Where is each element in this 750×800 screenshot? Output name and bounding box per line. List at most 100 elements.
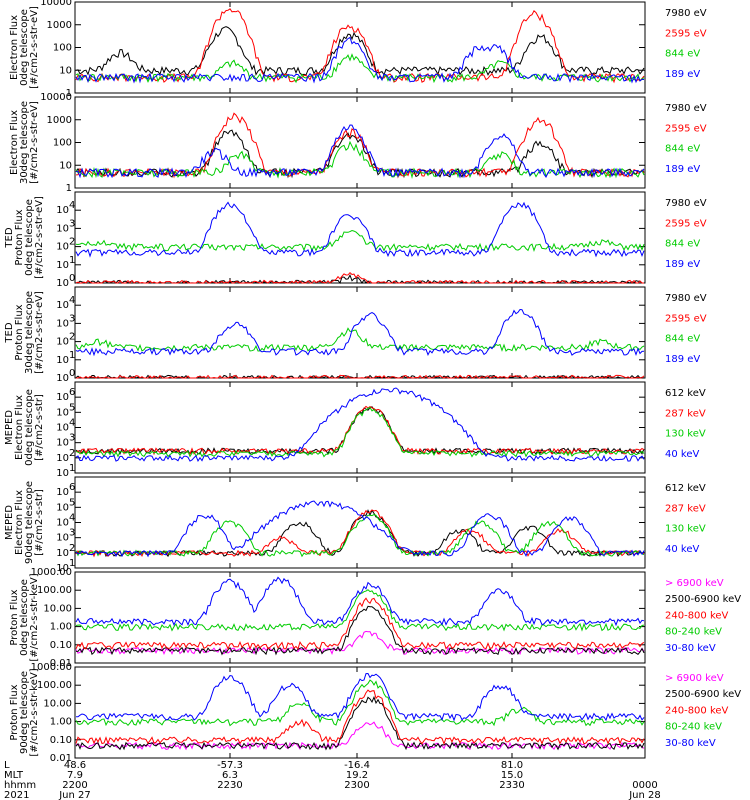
y-tick-exponent-meped-e-90deg: 1 [69,558,75,569]
legend-ted-p-0deg-1: 2595 eV [665,218,707,229]
legend-meped-p-0deg-3: 80-240 keV [665,627,722,638]
y-tick-label-meped-e-0deg: 10 [56,453,69,464]
y-tick-exponent-ted-p-0deg: 3 [69,218,75,229]
y-axis-label-meped-e-90deg: [#/cm2-s-str] [34,489,45,556]
series-meped-e-90deg-2 [75,514,645,558]
y-tick-label-ted-p-30deg: 10 [56,355,69,366]
y-tick-exponent-ted-p-30deg: 0 [69,368,75,379]
x-axis-value-2-1: 2230 [217,780,242,791]
series-meped-p-90deg-1 [75,695,645,751]
y-axis-label-meped-p-90deg: [#/cm2-s-str-keV] [29,668,40,756]
legend-meped-e-0deg-2: 130 keV [665,429,706,440]
y-tick-exponent-ted-p-0deg: 2 [69,237,75,248]
y-tick-label-ted-e-30deg: 1000 [47,115,72,126]
y-axis-label-meped-e-0deg: 0deg telescope [24,389,35,466]
series-meped-p-0deg-4 [75,576,645,627]
y-axis-label-meped-e-0deg: Electron Flux [14,395,25,460]
y-tick-exponent-meped-e-90deg: 5 [69,497,75,508]
x-axis-value-2-4: 0000 [632,780,657,791]
y-tick-label-meped-e-0deg: 10 [56,392,69,403]
y-axis-label-ted-p-0deg: TED [4,227,15,248]
x-axis-row-name-0: L [4,760,10,771]
x-axis-value-3-0: Jun 27 [58,790,91,800]
legend-meped-p-0deg-2: 240-800 keV [665,610,729,621]
legend-meped-p-90deg-1: 2500-6900 keV [665,689,741,700]
y-tick-label-ted-e-30deg: 1 [66,183,72,194]
panel-frame-meped-p-90deg [74,666,646,759]
legend-meped-p-0deg-1: 2500-6900 keV [665,594,741,605]
y-tick-label-meped-e-0deg: 10 [56,438,69,449]
panel-frame-ted-p-0deg [74,191,646,284]
y-tick-label-ted-p-30deg: 10 [56,337,69,348]
y-tick-label-meped-e-90deg: 10 [56,548,69,559]
y-axis-label-meped-e-0deg: MEPED [4,410,15,445]
y-tick-exponent-ted-p-30deg: 2 [69,332,75,343]
y-tick-label-meped-e-90deg: 10 [56,487,69,498]
panel-frame-meped-e-0deg [74,381,646,474]
y-tick-label-meped-p-0deg: 0.01 [50,658,72,669]
series-ted-e-30deg-0 [75,129,645,179]
y-tick-label-meped-e-0deg: 10 [56,423,69,434]
y-axis-label-meped-e-90deg: MEPED [4,505,15,540]
series-ted-e-0deg-0 [75,26,645,77]
series-meped-e-0deg-1 [75,405,645,456]
y-tick-label-meped-e-90deg: 10 [56,518,69,529]
y-axis-label-ted-e-30deg: 30deg telescope [19,101,30,184]
y-tick-exponent-meped-e-90deg: 2 [69,543,75,554]
x-axis-value-2-2: 2300 [344,780,369,791]
y-axis-label-ted-p-30deg: [#/cm2-s-str-eV] [34,291,45,374]
y-tick-label-ted-e-0deg: 10 [59,65,72,76]
y-tick-exponent-meped-e-90deg: 6 [69,482,75,493]
y-tick-label-meped-e-90deg: 10 [56,563,69,574]
y-tick-exponent-meped-e-0deg: 5 [69,402,75,413]
legend-ted-e-0deg-1: 2595 eV [665,28,707,39]
series-meped-e-90deg-0 [75,509,645,558]
x-axis-value-0-1: -57.3 [217,760,243,771]
legend-ted-e-0deg-2: 844 eV [665,49,700,60]
x-axis-value-0-3: 81.0 [501,760,523,771]
series-ted-e-30deg-3 [75,124,645,179]
legend-meped-e-90deg-0: 612 keV [665,483,706,494]
y-tick-label-ted-e-30deg: 100 [53,138,72,149]
series-ted-p-30deg-2 [75,327,645,353]
y-tick-label-meped-p-90deg: 0.01 [50,753,72,764]
series-meped-e-90deg-1 [75,509,645,558]
legend-meped-p-90deg-4: 30-80 keV [665,738,716,749]
y-tick-label-meped-p-90deg: 1.00 [50,717,72,728]
x-axis-value-1-3: 15.0 [501,770,523,781]
y-axis-label-meped-p-90deg: 90deg telescope [19,671,30,754]
y-tick-label-meped-e-0deg: 10 [56,468,69,479]
legend-meped-e-90deg-1: 287 keV [665,503,706,514]
y-axis-label-ted-e-0deg: Electron Flux [9,15,20,80]
y-axis-label-meped-p-90deg: Proton Flux [9,684,20,740]
legend-ted-e-30deg-1: 2595 eV [665,123,707,134]
y-tick-exponent-meped-e-90deg: 4 [69,513,75,524]
y-tick-label-meped-p-90deg: 0.10 [50,735,72,746]
x-axis-row-name-2: hhmm [4,780,36,791]
series-meped-p-0deg-0 [75,630,645,656]
legend-meped-e-0deg-0: 612 keV [665,388,706,399]
legend-meped-p-90deg-0: > 6900 keV [665,673,724,684]
legend-meped-e-0deg-3: 40 keV [665,449,699,460]
legend-ted-p-0deg-3: 189 eV [665,259,700,270]
series-meped-p-90deg-2 [75,689,645,746]
y-axis-label-meped-p-0deg: Proton Flux [9,589,20,645]
x-axis-row-name-3: 2021 [4,790,29,800]
y-tick-exponent-ted-p-0deg: 0 [69,273,75,284]
x-axis-value-2-3: 2330 [499,780,524,791]
y-tick-label-meped-p-0deg: 1000.00 [31,567,72,578]
x-axis-value-2-0: 2200 [62,780,87,791]
y-tick-exponent-ted-p-30deg: 1 [69,350,75,361]
y-axis-label-ted-p-30deg: TED [4,322,15,343]
series-meped-p-90deg-4 [76,672,645,722]
y-tick-label-meped-p-90deg: 100.00 [37,680,72,691]
x-axis-value-3-4: Jun 28 [628,790,661,800]
y-tick-label-ted-p-0deg: 10 [56,278,69,289]
y-tick-exponent-meped-e-0deg: 6 [69,387,75,398]
y-tick-exponent-meped-e-0deg: 2 [69,448,75,459]
series-ted-e-0deg-2 [75,53,645,84]
y-axis-label-meped-e-90deg: 90deg telescope [24,481,35,564]
y-axis-label-meped-e-0deg: [#/cm2-s-str] [34,394,45,461]
legend-ted-p-30deg-3: 189 eV [665,354,700,365]
